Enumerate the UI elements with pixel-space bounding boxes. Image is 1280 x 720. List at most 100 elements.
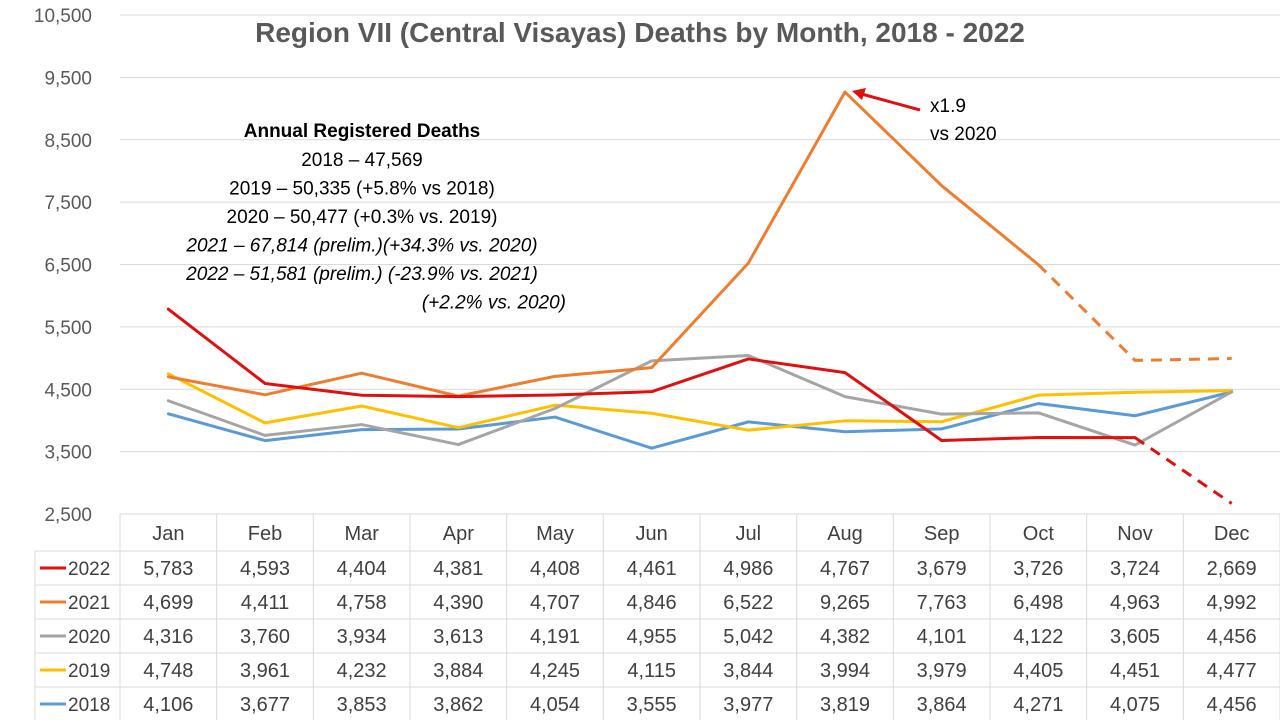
data-label: 5,042 — [723, 626, 773, 648]
data-label: 6,522 — [723, 592, 773, 614]
y-tick-label: 2,500 — [44, 505, 92, 526]
annual-deaths-line: 2020 – 50,477 (+0.3% vs. 2019) — [227, 207, 498, 228]
data-label: 4,411 — [241, 592, 290, 614]
data-label: 3,862 — [433, 694, 483, 716]
data-label: 4,707 — [530, 592, 580, 614]
x-axis-tick-labels: Jan Feb Mar Apr May Jun Jul Aug Sep Oct Nov Dec — [152, 523, 1249, 545]
data-label: 4,846 — [627, 592, 677, 614]
data-label: 4,992 — [1207, 592, 1257, 614]
x-tick-label: Aug — [827, 523, 863, 545]
series-lines — [166, 90, 1234, 505]
y-tick-label: 6,500 — [44, 256, 92, 277]
x-tick-label: Sep — [924, 523, 960, 545]
x-tick-label: Oct — [1023, 523, 1055, 545]
legend-label-2021: 2021 — [68, 593, 110, 614]
data-label: 7,763 — [917, 592, 967, 614]
data-table-grid — [34, 514, 1280, 720]
data-label: 4,767 — [820, 558, 870, 580]
data-label: 3,961 — [240, 660, 290, 682]
data-label: 3,760 — [240, 626, 290, 648]
chart-title: Region VII (Central Visayas) Deaths by M… — [255, 17, 1025, 48]
data-label: 4,405 — [1013, 660, 1063, 682]
x-tick-label: Jun — [636, 523, 668, 545]
y-tick-label: 7,500 — [44, 193, 92, 214]
data-label: 4,316 — [143, 626, 193, 648]
legend-label-2020: 2020 — [68, 627, 110, 648]
data-label: 4,245 — [530, 660, 580, 682]
x-tick-label: Nov — [1117, 523, 1153, 545]
data-label: 4,381 — [433, 558, 483, 580]
series-line-2022-projected — [1134, 436, 1233, 505]
data-label: 2,669 — [1207, 558, 1257, 580]
data-label: 4,382 — [820, 626, 870, 648]
x-tick-label: Dec — [1214, 523, 1250, 545]
callout-line-1: x1.9 — [930, 96, 966, 117]
y-axis-tick-labels: 2,500 3,500 4,500 5,500 6,500 7,500 8,500 9,500… — [34, 6, 92, 526]
data-label: 4,404 — [337, 558, 387, 580]
annual-deaths-line: 2019 – 50,335 (+5.8% vs 2018) — [229, 179, 495, 200]
data-label: 4,461 — [627, 558, 677, 580]
data-label: 4,456 — [1207, 694, 1257, 716]
annual-deaths-line: 2021 – 67,814 (prelim.)(+34.3% vs. 2020) — [185, 236, 537, 257]
x-tick-label: Jul — [736, 523, 762, 545]
data-label: 5,783 — [143, 558, 193, 580]
data-table: 2022 5,783 4,593 4,404 4,381 4,408 4,461 4,986 4… — [40, 558, 1257, 716]
data-label: 3,844 — [723, 660, 773, 682]
annual-deaths-annotation: Annual Registered Deaths 2018 – 47,569 20… — [185, 121, 566, 314]
data-label: 4,191 — [530, 626, 580, 648]
data-label: 3,726 — [1013, 558, 1063, 580]
legend-label-2018: 2018 — [68, 695, 110, 716]
data-label: 3,679 — [917, 558, 967, 580]
data-label: 4,593 — [240, 558, 290, 580]
callout-arrowhead — [852, 88, 866, 100]
data-label: 4,054 — [530, 694, 580, 716]
callout-line-2: vs 2020 — [930, 124, 997, 145]
series-line-2021 — [166, 90, 1040, 398]
data-label: 3,979 — [917, 660, 967, 682]
data-label: 4,390 — [433, 592, 483, 614]
data-label: 4,232 — [337, 660, 387, 682]
x-tick-label: Mar — [344, 523, 379, 545]
data-label: 4,963 — [1110, 592, 1160, 614]
data-label: 4,477 — [1207, 660, 1257, 682]
annual-deaths-line: (+2.2% vs. 2020) — [422, 293, 566, 314]
data-label: 3,853 — [337, 694, 387, 716]
x-tick-label: May — [536, 523, 574, 545]
series-line-2020 — [166, 353, 1234, 447]
x-tick-label: Feb — [248, 523, 282, 545]
y-tick-label: 3,500 — [44, 443, 92, 464]
y-tick-label: 5,500 — [44, 318, 92, 339]
data-label: 4,748 — [143, 660, 193, 682]
data-label: 9,265 — [820, 592, 870, 614]
data-label: 3,724 — [1110, 558, 1160, 580]
callout-arrow-line — [857, 91, 921, 112]
series-line-2018 — [166, 390, 1234, 450]
data-label: 6,498 — [1013, 592, 1063, 614]
data-label: 4,758 — [337, 592, 387, 614]
data-label: 3,977 — [723, 694, 773, 716]
data-label: 4,271 — [1013, 694, 1063, 716]
series-line-2019 — [166, 372, 1234, 432]
annual-deaths-line: 2018 – 47,569 — [301, 150, 423, 171]
data-label: 3,864 — [917, 694, 967, 716]
y-tick-label: 10,500 — [34, 6, 92, 27]
annual-deaths-line: 2022 – 51,581 (prelim.) (-23.9% vs. 2021… — [185, 264, 538, 285]
x-tick-label: Apr — [443, 523, 474, 545]
y-tick-label: 8,500 — [44, 131, 92, 152]
data-label: 4,122 — [1013, 626, 1063, 648]
data-label: 3,819 — [820, 694, 870, 716]
data-label: 4,699 — [143, 592, 193, 614]
y-tick-label: 9,500 — [44, 68, 92, 89]
y-tick-label: 4,500 — [44, 380, 92, 401]
data-label: 4,955 — [627, 626, 677, 648]
series-line-2022 — [166, 307, 1137, 442]
data-label: 4,075 — [1110, 694, 1160, 716]
data-label: 3,605 — [1110, 626, 1160, 648]
data-label: 3,677 — [240, 694, 290, 716]
data-label: 4,115 — [627, 660, 676, 682]
data-label: 4,106 — [143, 694, 193, 716]
data-label: 3,934 — [337, 626, 387, 648]
data-label: 4,456 — [1207, 626, 1257, 648]
data-label: 4,986 — [723, 558, 773, 580]
peak-callout: x1.9 vs 2020 — [852, 88, 997, 145]
